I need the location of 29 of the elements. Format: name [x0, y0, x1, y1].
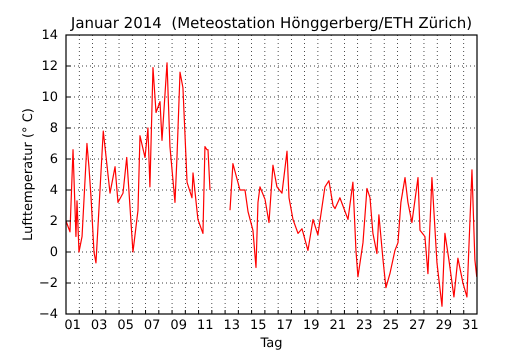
x-tick-label: 01 — [64, 318, 81, 334]
y-axis-title: Lufttemperatur (° C) — [21, 108, 36, 241]
y-tick-label: −4 — [38, 307, 58, 322]
x-tick-label: 31 — [462, 318, 479, 334]
x-tick-label: 21 — [330, 318, 346, 334]
x-tick-label: 07 — [144, 318, 160, 334]
y-tick-label: −2 — [38, 276, 58, 292]
x-tick-label: 15 — [250, 318, 267, 334]
x-tick-label: 11 — [196, 318, 214, 334]
x-tick-label: 13 — [223, 318, 240, 334]
y-tick-label: 4 — [50, 183, 58, 198]
y-tick-label: 2 — [50, 214, 58, 230]
y-tick-label: 6 — [50, 152, 58, 168]
x-tick-label: 25 — [382, 318, 400, 334]
x-tick-label: 09 — [170, 318, 187, 334]
x-tick-label: 19 — [303, 318, 320, 334]
y-tick-label: 10 — [41, 90, 58, 106]
x-tick-label: 27 — [409, 318, 426, 334]
x-tick-label: 03 — [90, 318, 108, 334]
y-tick-label: 12 — [41, 59, 58, 74]
y-tick-label: 0 — [50, 245, 58, 260]
y-tick-label: 14 — [41, 28, 58, 44]
x-axis-title: Tag — [259, 336, 283, 350]
x-tick-label: 05 — [117, 318, 134, 334]
x-tick-label: 29 — [436, 318, 452, 334]
y-tick-label: 8 — [50, 121, 58, 136]
chart-title: Januar 2014 (Meteostation Hönggerberg/ETH Zürich) — [70, 14, 472, 32]
x-tick-label: 17 — [276, 318, 294, 334]
x-tick-label: 23 — [356, 318, 373, 334]
